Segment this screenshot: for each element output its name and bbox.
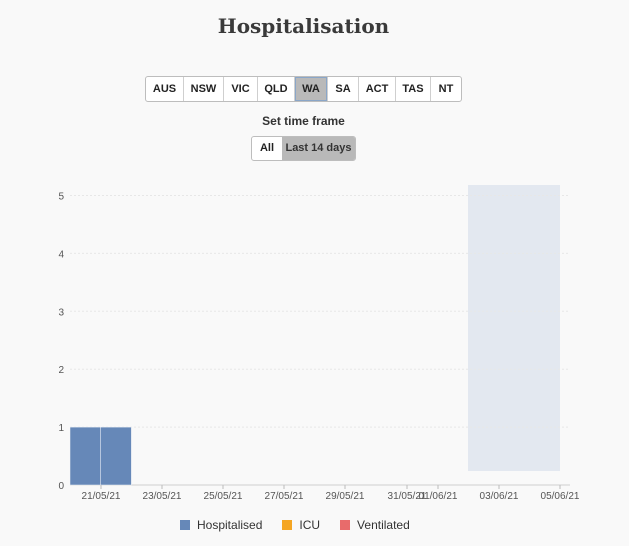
legend-swatch [180,520,190,530]
region-tab-tas[interactable]: TAS [396,77,431,101]
chart-title: Hospitalisation [217,14,390,38]
highlight-band [468,185,560,471]
region-tab-sa[interactable]: SA [328,77,359,101]
timeframe-label: Set time frame [262,114,345,128]
hospitalisation-chart: 0 1 2 3 4 5 21/05/21 23/05/21 25/05/21 27/05/21 29… [58,185,580,502]
y-tick-label: 5 [58,191,64,202]
y-tick-label: 4 [58,249,64,260]
x-tick-label: 27/05/21 [265,491,304,502]
x-tick-label: 21/05/21 [82,491,121,502]
legend-item-hospitalised: Hospitalised [180,518,262,532]
y-tick-label: 2 [58,365,64,376]
region-tab-act[interactable]: ACT [359,77,396,101]
x-tick-label: 23/05/21 [143,491,182,502]
legend-label: ICU [299,518,321,532]
chart-legend: Hospitalised ICU Ventilated [180,518,410,532]
x-tick-label: 29/05/21 [326,491,365,502]
region-tab-qld[interactable]: QLD [258,77,295,101]
legend-swatch [282,520,293,530]
bar-hospitalised [100,426,132,486]
y-tick-label: 0 [58,481,64,492]
x-tick-label: 05/06/21 [541,491,580,502]
y-tick-label: 1 [58,423,64,434]
region-tab-nsw[interactable]: NSW [184,77,224,101]
legend-item-icu: ICU [282,518,320,532]
legend-swatch [340,520,351,530]
region-tab-vic[interactable]: VIC [224,77,258,101]
legend-label: Ventilated [357,518,410,532]
legend-item-ventilated: Ventilated [340,518,410,532]
x-tick-label: 25/05/21 [204,491,243,502]
x-tick-label: 01/06/21 [419,491,458,502]
region-tab-nt[interactable]: NT [438,83,454,95]
x-tick-label: 03/06/21 [480,491,519,502]
region-tab-aus[interactable]: AUS [146,77,184,101]
region-tab-group: AUS NSW VIC QLD WA SA ACT TAS NT [145,76,462,102]
x-tick-label: 31/05/21 [388,491,427,502]
legend-label: Hospitalised [197,518,263,532]
region-tab-wa[interactable]: WA [295,77,328,101]
y-tick-label: 3 [58,307,64,318]
timeframe-option-all[interactable]: All [259,142,275,154]
bar-hospitalised [69,426,101,486]
timeframe-option-last-14-days[interactable]: Last 14 days [282,137,355,160]
timeframe-toggle: All Last 14 days [251,136,356,161]
